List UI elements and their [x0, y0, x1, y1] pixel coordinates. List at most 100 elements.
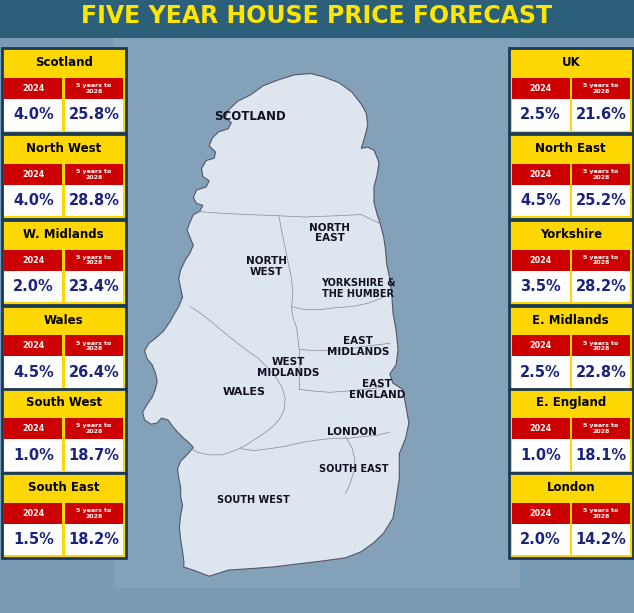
Text: 4.0%: 4.0%: [13, 107, 54, 123]
FancyBboxPatch shape: [2, 389, 126, 473]
Text: LONDON: LONDON: [327, 427, 377, 437]
FancyBboxPatch shape: [512, 78, 569, 99]
Text: 5 years to
2028: 5 years to 2028: [583, 508, 619, 519]
FancyBboxPatch shape: [4, 335, 62, 357]
FancyBboxPatch shape: [509, 134, 633, 219]
Text: 5 years to
2028: 5 years to 2028: [583, 169, 619, 180]
Text: 5 years to
2028: 5 years to 2028: [583, 341, 619, 351]
FancyBboxPatch shape: [4, 78, 62, 99]
Text: 2024: 2024: [529, 84, 552, 93]
FancyBboxPatch shape: [572, 249, 630, 302]
FancyBboxPatch shape: [509, 306, 633, 390]
Text: WEST
MIDLANDS: WEST MIDLANDS: [257, 357, 320, 378]
FancyBboxPatch shape: [2, 306, 126, 390]
Text: 14.2%: 14.2%: [576, 532, 626, 547]
FancyBboxPatch shape: [65, 503, 123, 555]
FancyBboxPatch shape: [65, 418, 123, 471]
FancyBboxPatch shape: [65, 418, 123, 440]
FancyBboxPatch shape: [2, 473, 126, 558]
FancyBboxPatch shape: [509, 220, 633, 305]
FancyBboxPatch shape: [65, 164, 123, 185]
Text: E. Midlands: E. Midlands: [533, 314, 609, 327]
FancyBboxPatch shape: [572, 249, 630, 271]
FancyBboxPatch shape: [512, 249, 569, 302]
Text: 2024: 2024: [22, 170, 44, 179]
Text: 1.5%: 1.5%: [13, 532, 54, 547]
FancyBboxPatch shape: [512, 503, 569, 524]
Text: South West: South West: [25, 397, 102, 409]
Text: 5 years to
2028: 5 years to 2028: [76, 341, 112, 351]
FancyBboxPatch shape: [509, 473, 633, 558]
FancyBboxPatch shape: [509, 389, 633, 473]
FancyBboxPatch shape: [572, 503, 630, 555]
FancyBboxPatch shape: [572, 164, 630, 185]
FancyBboxPatch shape: [512, 503, 569, 555]
Text: North West: North West: [26, 142, 101, 155]
Text: 5 years to
2028: 5 years to 2028: [76, 508, 112, 519]
Text: 22.8%: 22.8%: [576, 365, 626, 380]
Text: 23.4%: 23.4%: [68, 279, 119, 294]
Text: 1.0%: 1.0%: [520, 447, 561, 463]
FancyBboxPatch shape: [2, 134, 126, 219]
Text: EAST
MIDLANDS: EAST MIDLANDS: [327, 336, 389, 357]
FancyBboxPatch shape: [4, 164, 62, 216]
FancyBboxPatch shape: [572, 78, 630, 131]
FancyBboxPatch shape: [4, 249, 62, 271]
FancyBboxPatch shape: [512, 418, 569, 471]
Text: 2.5%: 2.5%: [520, 365, 561, 380]
FancyBboxPatch shape: [512, 78, 569, 131]
FancyBboxPatch shape: [572, 418, 630, 471]
Text: 5 years to
2028: 5 years to 2028: [583, 255, 619, 265]
FancyBboxPatch shape: [65, 503, 123, 524]
FancyBboxPatch shape: [572, 418, 630, 440]
Text: 1.0%: 1.0%: [13, 447, 54, 463]
Text: W. Midlands: W. Midlands: [23, 228, 104, 241]
Text: 5 years to
2028: 5 years to 2028: [76, 424, 112, 434]
FancyBboxPatch shape: [2, 220, 126, 305]
Text: SOUTH WEST: SOUTH WEST: [217, 495, 290, 504]
Text: 2024: 2024: [529, 341, 552, 351]
FancyBboxPatch shape: [65, 249, 123, 302]
Text: North East: North East: [536, 142, 606, 155]
FancyBboxPatch shape: [4, 164, 62, 185]
FancyBboxPatch shape: [4, 503, 62, 524]
Text: 4.0%: 4.0%: [13, 193, 54, 208]
FancyBboxPatch shape: [4, 503, 62, 555]
Text: 28.8%: 28.8%: [68, 193, 119, 208]
Text: Scotland: Scotland: [35, 56, 93, 69]
FancyBboxPatch shape: [65, 249, 123, 271]
Text: SOUTH EAST: SOUTH EAST: [319, 464, 389, 474]
Text: NORTH
WEST: NORTH WEST: [246, 256, 287, 277]
Text: EAST
ENGLAND: EAST ENGLAND: [349, 379, 405, 400]
FancyBboxPatch shape: [512, 164, 569, 216]
Text: 2024: 2024: [22, 256, 44, 265]
FancyBboxPatch shape: [4, 418, 62, 440]
Text: 18.1%: 18.1%: [576, 447, 626, 463]
FancyBboxPatch shape: [512, 335, 569, 357]
FancyBboxPatch shape: [572, 164, 630, 216]
Text: 25.8%: 25.8%: [68, 107, 119, 123]
FancyBboxPatch shape: [4, 418, 62, 471]
FancyBboxPatch shape: [65, 78, 123, 99]
Text: 26.4%: 26.4%: [68, 365, 119, 380]
Text: SCOTLAND: SCOTLAND: [214, 110, 287, 123]
Text: 25.2%: 25.2%: [576, 193, 626, 208]
FancyBboxPatch shape: [65, 335, 123, 357]
FancyBboxPatch shape: [572, 335, 630, 388]
Text: 18.2%: 18.2%: [68, 532, 119, 547]
FancyBboxPatch shape: [0, 0, 634, 38]
FancyBboxPatch shape: [65, 78, 123, 131]
FancyBboxPatch shape: [4, 78, 62, 131]
FancyBboxPatch shape: [4, 249, 62, 302]
Text: 2024: 2024: [22, 84, 44, 93]
Text: 5 years to
2028: 5 years to 2028: [76, 83, 112, 94]
Text: Yorkshire: Yorkshire: [540, 228, 602, 241]
Text: London: London: [547, 481, 595, 494]
FancyBboxPatch shape: [572, 503, 630, 524]
FancyBboxPatch shape: [65, 164, 123, 216]
FancyBboxPatch shape: [114, 37, 520, 588]
Text: 2024: 2024: [22, 424, 44, 433]
Text: 2024: 2024: [22, 509, 44, 518]
FancyBboxPatch shape: [512, 335, 569, 388]
Text: 2024: 2024: [529, 509, 552, 518]
